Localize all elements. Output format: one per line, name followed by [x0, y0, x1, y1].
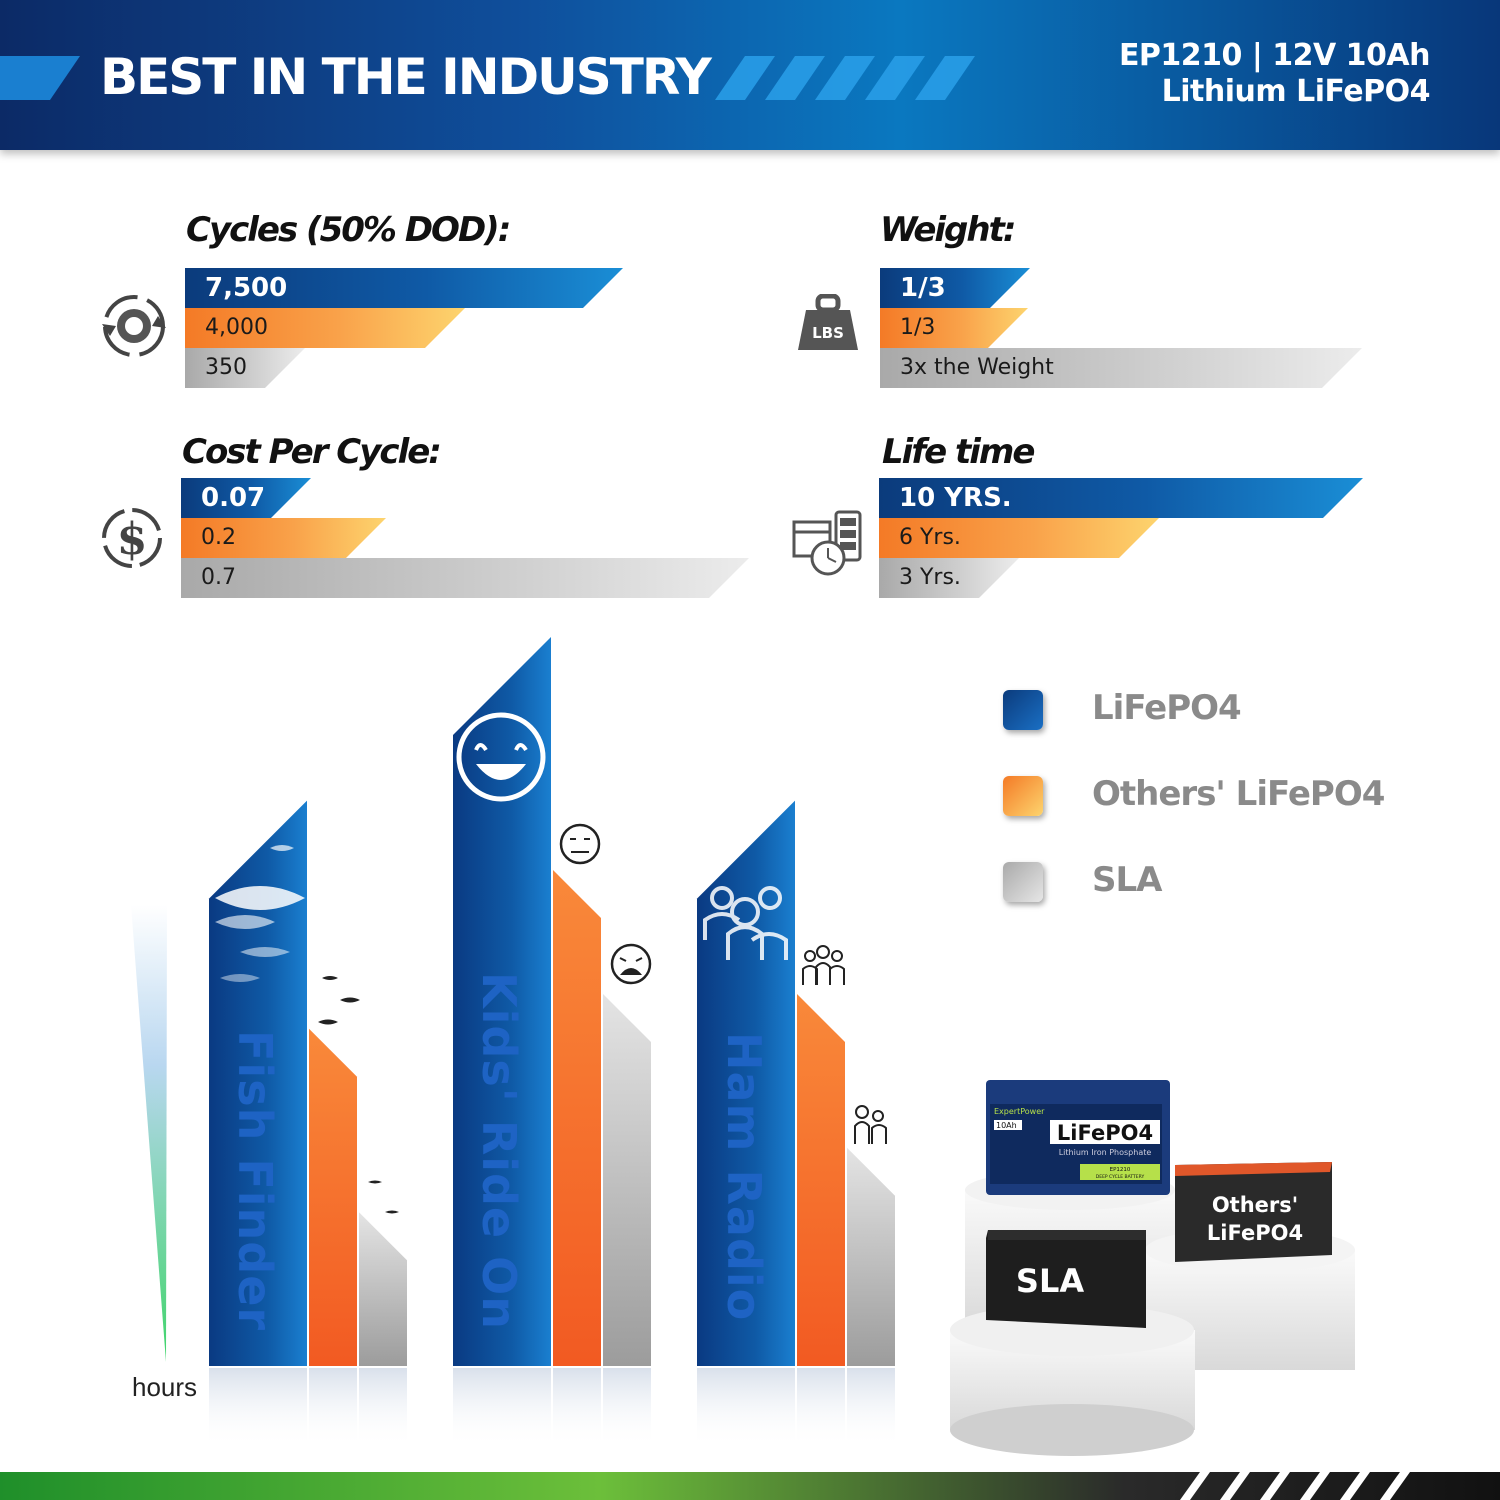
lifetime-value-others: 6 Yrs.: [899, 525, 961, 550]
cost-bar-lifepo4: 0.07: [181, 478, 311, 518]
weight-icon-text: LBS: [812, 324, 844, 342]
crowd-icon: [703, 886, 788, 960]
bar-reflection-others-2: [797, 1368, 845, 1448]
battery-capacity: 10Ah: [996, 1121, 1017, 1130]
lifetime-value-lifepo4: 10 YRS.: [899, 483, 1012, 513]
cycles-bar-others: 4,000: [185, 308, 465, 348]
weight-title: Weight:: [880, 210, 1016, 250]
bar-lifepo4-1: [453, 636, 551, 1366]
cycles-bar-sla: 350: [185, 348, 305, 388]
bar-sla-1: [603, 994, 651, 1366]
bar-others-1: [553, 870, 601, 1366]
cycles-title: Cycles (50% DOD):: [186, 210, 511, 250]
cost-title: Cost Per Cycle:: [182, 432, 442, 472]
cycles-value-others: 4,000: [205, 315, 268, 340]
bar-sla-0: [359, 1212, 407, 1366]
category-label-kids-ride-on: Kids' Ride On: [472, 972, 526, 1330]
cost-value-others: 0.2: [201, 525, 236, 550]
cycles-value-sla: 350: [205, 355, 247, 380]
weight-lbs-icon: LBS: [798, 294, 858, 350]
battery-brand: ExpertPower: [994, 1107, 1045, 1116]
cycles-value-lifepo4: 7,500: [205, 273, 288, 303]
lifetime-value-sla: 3 Yrs.: [899, 565, 961, 590]
bar-reflection-others-0: [309, 1368, 357, 1448]
others-battery-line2: LiFePO4: [1207, 1221, 1303, 1245]
cost-value-lifepo4: 0.07: [201, 483, 266, 513]
cycles-bar-lifepo4: 7,500: [185, 268, 623, 308]
runtime-chart: [131, 636, 895, 1448]
cost-bar-sla: 0.7: [181, 558, 749, 598]
weight-value-lifepo4: 1/3: [900, 273, 946, 303]
bar-reflection-sla-1: [603, 1368, 651, 1448]
cycle-icon: [102, 295, 166, 357]
bar-reflection-sla-0: [359, 1368, 407, 1448]
sla-battery-label: SLA: [1016, 1262, 1084, 1300]
footer-stripes-decoration: [1180, 1472, 1410, 1500]
legend-label-others: Others' LiFePO4: [1092, 774, 1385, 814]
product-spec: EP1210 | 12V 10Ah Lithium LiFePO4: [1118, 38, 1431, 110]
calendar-battery-icon: [792, 510, 862, 576]
battery-model: EP1210: [1110, 1167, 1131, 1173]
header-stripes-decoration: [0, 56, 975, 100]
bar-reflection-others-1: [553, 1368, 601, 1448]
bar-reflection-lifepo4-2: [697, 1368, 795, 1448]
bar-reflection-sla-2: [847, 1368, 895, 1448]
bar-sla-2: [847, 1147, 895, 1366]
weight-bar-others: 1/3: [880, 308, 1028, 348]
lifetime-bar-lifepo4: 10 YRS.: [879, 478, 1363, 518]
bar-reflection-lifepo4-0: [209, 1368, 307, 1448]
bar-others-2: [797, 994, 845, 1366]
lifepo4-battery-image: ExpertPower 10Ah LiFePO4 Lithium Iron Ph…: [986, 1080, 1170, 1195]
legend-label-sla: SLA: [1092, 860, 1162, 900]
others-battery-image: Others' LiFePO4: [1175, 1162, 1332, 1262]
bar-others-0: [309, 1028, 357, 1366]
battery-name: LiFePO4: [1057, 1121, 1153, 1145]
product-showcase: ExpertPower 10Ah LiFePO4 Lithium Iron Ph…: [950, 1080, 1355, 1456]
crying-face-icon: [610, 943, 652, 985]
legend-swatch-lifepo4: [1003, 690, 1043, 730]
legend-swatch-others: [1003, 776, 1043, 816]
footer-bar: [0, 1472, 1500, 1500]
battery-sub: Lithium Iron Phosphate: [1059, 1148, 1152, 1157]
lifetime-bar-others: 6 Yrs.: [879, 518, 1159, 558]
legend-label-lifepo4: LiFePO4: [1092, 688, 1242, 728]
neutral-face-icon: [559, 823, 601, 865]
others-battery-line1: Others': [1212, 1193, 1298, 1217]
page-title: BEST IN THE INDUSTRY: [100, 48, 712, 106]
happy-face-icon: [456, 712, 546, 802]
dollar-icon: $: [102, 508, 162, 568]
cost-bar-others: 0.2: [181, 518, 386, 558]
bar-lifepo4-2: [697, 800, 795, 1366]
fish-icon: [215, 845, 305, 982]
sla-battery-image: SLA: [986, 1230, 1146, 1328]
lifetime-title: Life time: [882, 432, 1035, 472]
lifetime-bar-sla: 3 Yrs.: [879, 558, 1019, 598]
battery-tag: DEEP CYCLE BATTERY: [1096, 1174, 1145, 1180]
weight-value-others: 1/3: [900, 315, 936, 340]
weight-bar-sla: 3x the Weight: [880, 348, 1362, 388]
header-banner: BEST IN THE INDUSTRY EP1210 | 12V 10Ah L…: [0, 0, 1500, 150]
product-spec-line2: Lithium LiFePO4: [1161, 74, 1431, 109]
category-label-ham-radio: Ham Radio: [717, 1032, 771, 1322]
product-spec-line1: EP1210 | 12V 10Ah: [1118, 38, 1431, 73]
legend-swatch-sla: [1003, 862, 1043, 902]
svg-text:$: $: [117, 514, 148, 565]
weight-bar-lifepo4: 1/3: [880, 268, 1030, 308]
bar-reflection-lifepo4-1: [453, 1368, 551, 1448]
small-crowd-icon: [802, 945, 887, 1144]
weight-value-sla: 3x the Weight: [900, 355, 1054, 380]
y-axis-arrow: [131, 905, 167, 1362]
y-axis-label: hours: [132, 1372, 198, 1402]
category-label-fish-finder: Fish Finder: [228, 1030, 282, 1332]
bar-lifepo4-0: [209, 800, 307, 1366]
cost-value-sla: 0.7: [201, 565, 236, 590]
small-fish-icon: [318, 976, 399, 1214]
